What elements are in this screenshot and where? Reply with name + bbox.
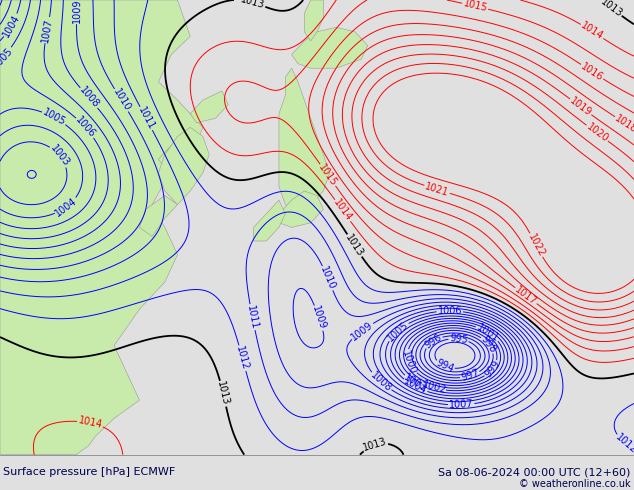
Text: 1018: 1018 [613,113,634,135]
Text: 1008: 1008 [368,370,393,393]
Text: 1013: 1013 [598,0,624,19]
Text: 1001: 1001 [475,322,501,343]
Text: 1017: 1017 [513,284,539,307]
Text: 1015: 1015 [462,0,488,14]
Text: 1016: 1016 [579,61,605,83]
Polygon shape [0,0,203,455]
Text: 1008: 1008 [77,85,101,110]
Text: 1011: 1011 [245,304,260,330]
Text: 1012: 1012 [235,345,250,371]
Polygon shape [158,136,190,168]
Polygon shape [158,127,209,205]
Text: 1000: 1000 [400,349,418,375]
Text: 1005: 1005 [41,107,67,128]
Polygon shape [304,0,323,41]
Text: 1003: 1003 [48,143,71,169]
Text: 1004: 1004 [1,12,22,39]
Polygon shape [279,191,323,227]
Text: 995: 995 [449,333,469,345]
Text: 1013: 1013 [362,437,388,453]
Text: 1009: 1009 [349,319,375,342]
Text: 1014: 1014 [332,197,354,223]
Text: 1013: 1013 [240,0,266,10]
Text: 1010: 1010 [111,87,132,113]
Text: 994: 994 [434,358,455,374]
Text: 1006: 1006 [437,306,462,316]
Text: 998: 998 [479,334,498,355]
Text: 1007: 1007 [40,17,55,43]
Text: 1004: 1004 [402,376,428,396]
Text: 1007: 1007 [449,399,474,410]
Polygon shape [292,27,368,68]
Text: 1015: 1015 [316,162,339,188]
Text: 1005: 1005 [0,45,15,70]
Text: 996: 996 [423,332,444,351]
Text: 1021: 1021 [424,181,450,198]
Text: 1013: 1013 [344,233,365,259]
Text: 1003: 1003 [403,372,429,393]
Text: 1014: 1014 [579,21,605,42]
Text: 1012: 1012 [614,432,634,456]
Polygon shape [139,196,178,237]
Text: © weatheronline.co.uk: © weatheronline.co.uk [519,479,631,490]
Polygon shape [279,68,330,214]
Text: 1002: 1002 [422,380,448,396]
Polygon shape [190,91,228,123]
Text: 999: 999 [482,359,501,379]
Text: 1022: 1022 [526,232,547,258]
Text: 1004: 1004 [53,196,79,218]
Text: 1009: 1009 [310,305,328,331]
Text: 1006: 1006 [74,115,97,140]
Text: Surface pressure [hPa] ECMWF: Surface pressure [hPa] ECMWF [3,467,176,477]
Text: 997: 997 [460,368,481,383]
Text: 1005: 1005 [385,319,410,343]
Text: 1020: 1020 [585,122,610,145]
Text: 1011: 1011 [136,105,157,132]
Text: 1013: 1013 [216,381,231,407]
Text: 1009: 1009 [72,0,82,23]
Text: 1014: 1014 [77,416,103,430]
Polygon shape [254,200,285,241]
Text: 1019: 1019 [568,96,593,118]
Text: Sa 08-06-2024 00:00 UTC (12+60): Sa 08-06-2024 00:00 UTC (12+60) [439,467,631,477]
Text: 1010: 1010 [318,265,337,292]
